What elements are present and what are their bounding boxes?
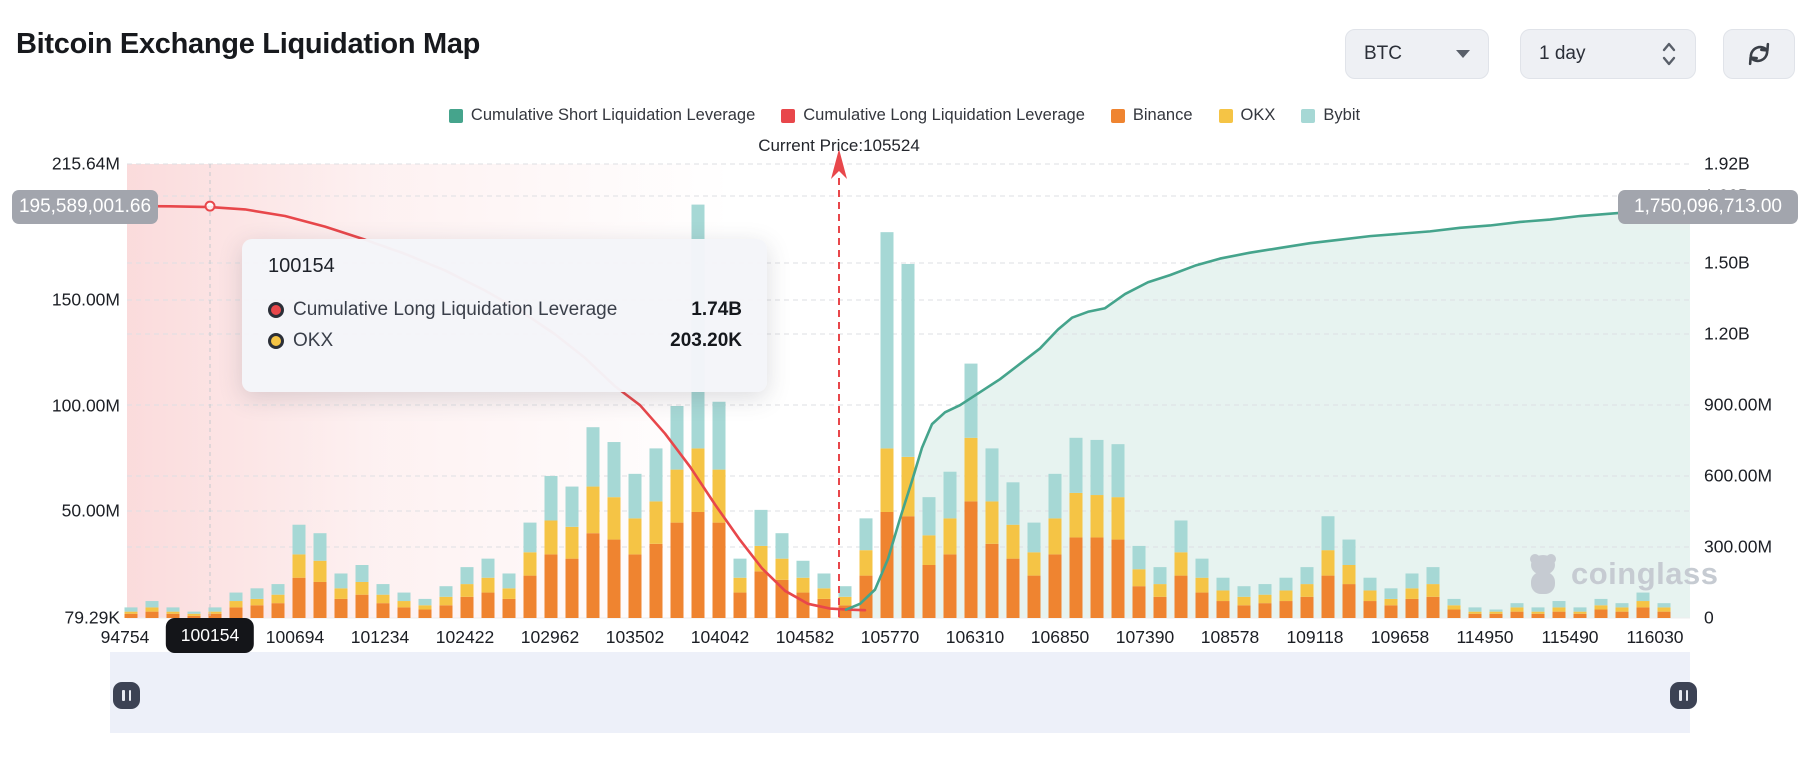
y-axis-label-left: 100.00M: [51, 395, 120, 416]
legend-item[interactable]: OKX: [1218, 106, 1276, 125]
x-axis-tick: 102422: [435, 627, 495, 647]
coinglass-bear-icon: [1530, 554, 1556, 594]
tooltip-series-label: OKX: [293, 330, 334, 351]
legend-swatch: [1218, 108, 1233, 123]
tooltip-series-marker: [268, 333, 284, 349]
x-axis-tick: 105770: [860, 627, 920, 647]
coinglass-watermark: coinglass: [1522, 550, 1719, 598]
legend-label: OKX: [1240, 106, 1276, 124]
refresh-button[interactable]: [1723, 29, 1795, 79]
current-price-label: Current Price:105524: [758, 136, 920, 155]
legend-swatch: [781, 108, 796, 123]
legend-item[interactable]: Bybit: [1301, 106, 1360, 125]
x-axis-tick: 116030: [1626, 627, 1684, 647]
x-axis-tick: 100694: [265, 627, 325, 647]
x-axis-tick: 103502: [605, 627, 665, 647]
zoom-slider-track[interactable]: [110, 652, 1690, 733]
y-axis-label-left: 50.00M: [61, 500, 120, 521]
tooltip-series-marker: [268, 302, 284, 318]
legend-label: Cumulative Long Liquidation Leverage: [803, 106, 1085, 124]
x-axis-tick: 115490: [1541, 627, 1599, 647]
y-axis-label-right: 600.00M: [1704, 465, 1773, 486]
x-axis-tick-active: 100154: [165, 618, 255, 653]
symbol-select[interactable]: BTC: [1345, 29, 1489, 79]
stepper-icon: [1662, 42, 1676, 66]
y-axis-label-right: 1.92B: [1704, 153, 1750, 174]
x-axis-tick: 106310: [945, 627, 1005, 647]
y-axis-label-left: 215.64M: [51, 153, 120, 174]
y-axis-label-right: 300.00M: [1704, 536, 1773, 557]
symbol-select-value: BTC: [1364, 43, 1402, 64]
tooltip-series-value: 1.74B: [691, 299, 742, 320]
tooltip-row: OKX 203.20K: [268, 330, 742, 352]
interval-select[interactable]: 1 day: [1520, 29, 1696, 79]
interval-select-value: 1 day: [1539, 43, 1586, 64]
right-axis-value-badge: 1,750,096,713.00: [1618, 190, 1798, 224]
legend-swatch: [1301, 108, 1316, 123]
tooltip-series-value: 203.20K: [670, 330, 742, 351]
x-axis-tick: 109658: [1370, 627, 1430, 647]
y-axis-label-left: 79.29K: [64, 607, 120, 628]
coinglass-watermark-text: coinglass: [1571, 556, 1719, 591]
x-axis-tick: 107390: [1115, 627, 1175, 647]
x-axis-tick: 114950: [1456, 627, 1514, 647]
page-title: Bitcoin Exchange Liquidation Map: [16, 28, 481, 60]
x-axis-tick: 104042: [690, 627, 750, 647]
zoom-slider-left-handle[interactable]: [113, 682, 140, 709]
tooltip-row: Cumulative Long Liquidation Leverage 1.74…: [268, 299, 742, 321]
x-axis-tick: 104582: [775, 627, 835, 647]
legend-item[interactable]: Cumulative Long Liquidation Leverage: [781, 106, 1085, 125]
legend-label: Cumulative Short Liquidation Leverage: [470, 106, 756, 124]
x-axis-tick: 102962: [520, 627, 580, 647]
y-axis-label-left: 150.00M: [51, 289, 120, 310]
y-axis-label-right: 0: [1704, 607, 1714, 628]
x-axis-tick: 109118: [1286, 627, 1344, 647]
y-axis-label-right: 900.00M: [1704, 394, 1773, 415]
x-axis-tick: 101234: [350, 627, 410, 647]
x-axis-tick: 106850: [1030, 627, 1090, 647]
x-axis-tick: 94754: [100, 627, 150, 647]
left-axis-value-badge: 195,589,001.66: [12, 190, 158, 224]
legend-item[interactable]: Binance: [1110, 106, 1193, 125]
y-axis-label-right: 1.20B: [1704, 323, 1750, 344]
legend: Cumulative Short Liquidation Leverage Cum…: [0, 106, 1809, 125]
x-axis-tick: 108578: [1200, 627, 1260, 647]
chevron-down-icon: [1456, 50, 1470, 58]
zoom-slider-right-handle[interactable]: [1670, 682, 1697, 709]
legend-item[interactable]: Cumulative Short Liquidation Leverage: [448, 106, 756, 125]
legend-swatch: [448, 108, 463, 123]
tooltip-title: 100154: [268, 255, 335, 277]
y-axis-label-right: 1.50B: [1704, 252, 1750, 273]
refresh-icon: [1748, 42, 1770, 66]
legend-swatch: [1110, 108, 1125, 123]
legend-label: Binance: [1132, 106, 1193, 124]
tooltip-series-label: Cumulative Long Liquidation Leverage: [293, 299, 618, 320]
legend-label: Bybit: [1323, 106, 1361, 124]
chart-tooltip: 100154 Cumulative Long Liquidation Lever…: [242, 239, 767, 392]
